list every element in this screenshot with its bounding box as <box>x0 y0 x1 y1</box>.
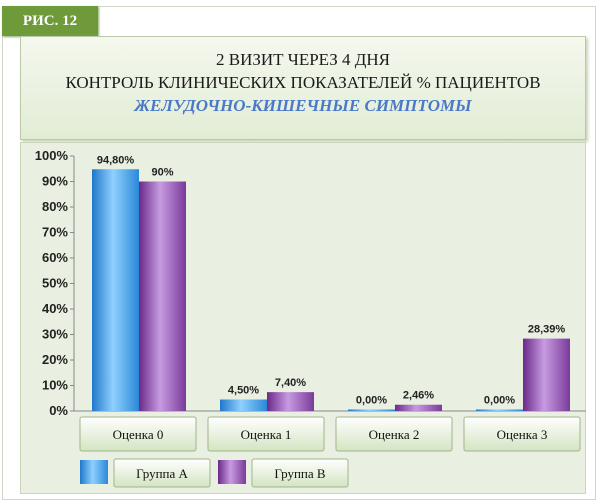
legend-swatch <box>80 460 108 484</box>
category-label: Оценка 2 <box>369 427 420 442</box>
y-tick-label: 40% <box>42 301 68 316</box>
data-label: 90% <box>151 167 173 179</box>
title-line-2: КОНТРОЛЬ КЛИНИЧЕСКИХ ПОКАЗАТЕЛЕЙ % ПАЦИЕ… <box>65 73 541 92</box>
category-label: Оценка 3 <box>497 427 548 442</box>
data-label: 0,00% <box>484 395 515 407</box>
y-tick-label: 60% <box>42 250 68 265</box>
y-tick-label: 20% <box>42 352 68 367</box>
legend-swatch <box>218 460 246 484</box>
y-tick-label: 30% <box>42 327 68 342</box>
figure-label: РИС. 12 <box>2 6 98 36</box>
title-line-1: 2 ВИЗИТ ЧЕРЕЗ 4 ДНЯ <box>215 50 390 69</box>
category-box <box>79 416 197 452</box>
legend-label: Группа В <box>274 466 325 481</box>
y-tick-label: 80% <box>42 199 68 214</box>
bar-group-b <box>523 338 570 411</box>
y-tick-label: 70% <box>42 225 68 240</box>
bar-group-a <box>220 399 267 411</box>
category-label: Оценка 0 <box>113 427 164 442</box>
data-label: 2,46% <box>403 390 434 402</box>
data-label: 4,50% <box>228 385 259 397</box>
y-tick-label: 50% <box>42 276 68 291</box>
category-box <box>463 416 581 452</box>
bar-group-b <box>395 404 442 411</box>
category-box <box>207 416 325 452</box>
data-label: 7,40% <box>275 377 306 389</box>
y-tick-label: 90% <box>42 174 68 189</box>
title-line-3: ЖЕЛУДОЧНО-КИШЕЧНЫЕ СИМПТОМЫ <box>134 96 472 115</box>
data-label: 28,39% <box>528 324 566 336</box>
legend-box <box>113 458 211 488</box>
bar-group-b <box>139 181 186 411</box>
bar-group-a <box>92 169 139 411</box>
category-label: Оценка 1 <box>241 427 292 442</box>
bar-group-a <box>348 409 395 411</box>
data-label: 94,80% <box>97 154 135 166</box>
legend-box <box>251 458 349 488</box>
chart-title-box: 2 ВИЗИТ ЧЕРЕЗ 4 ДНЯ КОНТРОЛЬ КЛИНИЧЕСКИХ… <box>20 36 586 140</box>
bar-group-b <box>267 392 314 411</box>
bar-group-a <box>476 409 523 411</box>
category-box <box>335 416 453 452</box>
legend-label: Группа А <box>136 466 188 481</box>
y-tick-label: 100% <box>35 148 69 163</box>
y-tick-label: 10% <box>42 378 68 393</box>
data-label: 0,00% <box>356 395 387 407</box>
y-tick-label: 0% <box>49 403 68 418</box>
